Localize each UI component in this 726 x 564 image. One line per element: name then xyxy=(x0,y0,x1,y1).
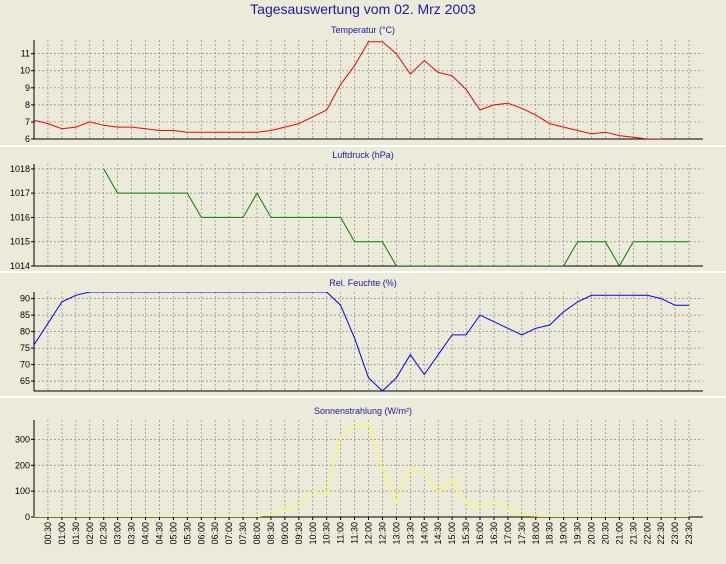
x-tick-label: 06:30 xyxy=(210,522,220,545)
x-tick-label: 20:30 xyxy=(600,522,610,545)
panel-title-radiation: Sonnenstrahlung (W/m²) xyxy=(314,406,412,416)
x-tick-label: 01:30 xyxy=(71,522,81,545)
x-tick-label: 20:00 xyxy=(587,522,597,545)
y-tick-label: 80 xyxy=(20,327,30,337)
x-tick-label: 08:30 xyxy=(266,522,276,545)
y-tick-label: 10 xyxy=(20,66,30,76)
x-tick-label: 17:00 xyxy=(503,522,513,545)
y-tick-label: 100 xyxy=(15,486,30,496)
page-title: Tagesauswertung vom 02. Mrz 2003 xyxy=(250,1,476,17)
x-tick-label: 17:30 xyxy=(517,522,527,545)
y-tick-label: 0 xyxy=(25,512,30,522)
x-tick-label: 02:00 xyxy=(85,522,95,545)
x-tick-label: 04:00 xyxy=(141,522,151,545)
x-tick-label: 09:30 xyxy=(294,522,304,545)
x-tick-label: 00:30 xyxy=(43,522,53,545)
series-line-temperature xyxy=(34,41,662,139)
y-tick-label: 1018 xyxy=(10,164,30,174)
x-tick-label: 11:00 xyxy=(336,522,346,544)
y-tick-label: 85 xyxy=(20,310,30,320)
x-tick-label: 06:00 xyxy=(196,522,206,545)
x-tick-label: 08:00 xyxy=(252,522,262,545)
x-tick-label: 16:30 xyxy=(489,522,499,545)
x-tick-label: 14:30 xyxy=(433,522,443,545)
y-tick-label: 75 xyxy=(20,343,30,353)
x-tick-label: 11:30 xyxy=(350,522,360,544)
x-tick-label: 18:30 xyxy=(545,522,555,545)
x-tick-label: 16:00 xyxy=(475,522,485,545)
x-tick-label: 12:00 xyxy=(364,522,374,545)
panel-title-humidity: Rel. Feuchte (%) xyxy=(329,278,397,288)
series-line-radiation xyxy=(34,423,690,517)
x-tick-label: 12:30 xyxy=(377,522,387,545)
x-tick-label: 07:30 xyxy=(238,522,248,545)
y-tick-label: 1017 xyxy=(10,188,30,198)
x-tick-label: 23:30 xyxy=(684,522,694,545)
y-tick-label: 7 xyxy=(25,117,30,127)
y-tick-label: 9 xyxy=(25,83,30,93)
series-line-humidity xyxy=(34,292,690,391)
y-tick-label: 300 xyxy=(15,434,30,444)
y-tick-label: 8 xyxy=(25,100,30,110)
x-tick-label: 05:00 xyxy=(168,522,178,545)
panel-title-temperature: Temperatur (°C) xyxy=(331,25,395,35)
x-tick-label: 09:00 xyxy=(280,522,290,545)
x-tick-label: 07:00 xyxy=(224,522,234,545)
x-tick-label: 02:30 xyxy=(99,522,109,545)
y-tick-label: 70 xyxy=(20,360,30,370)
y-tick-label: 1014 xyxy=(10,261,30,271)
y-tick-label: 90 xyxy=(20,294,30,304)
x-tick-label: 10:00 xyxy=(308,522,318,545)
x-tick-label: 03:30 xyxy=(127,522,137,545)
x-tick-label: 03:00 xyxy=(113,522,123,545)
y-tick-label: 65 xyxy=(20,376,30,386)
x-tick-label: 18:00 xyxy=(531,522,541,545)
panel-title-pressure: Luftdruck (hPa) xyxy=(332,150,394,160)
x-tick-label: 19:00 xyxy=(559,522,569,545)
x-tick-label: 23:00 xyxy=(670,522,680,545)
x-tick-label: 10:30 xyxy=(322,522,332,545)
x-tick-label: 01:00 xyxy=(57,522,67,545)
x-tick-label: 05:30 xyxy=(182,522,192,545)
x-tick-label: 13:00 xyxy=(391,522,401,545)
x-tick-label: 14:00 xyxy=(419,522,429,545)
x-tick-label: 21:30 xyxy=(628,522,638,545)
y-tick-label: 6 xyxy=(25,134,30,144)
x-tick-label: 22:30 xyxy=(656,522,666,545)
series-line-pressure xyxy=(103,168,690,266)
x-tick-label: 13:30 xyxy=(405,522,415,545)
x-tick-label: 15:00 xyxy=(447,522,457,545)
x-tick-label: 19:30 xyxy=(573,522,583,545)
x-tick-label: 21:00 xyxy=(614,522,624,545)
y-tick-label: 1015 xyxy=(10,237,30,247)
y-tick-label: 1016 xyxy=(10,212,30,222)
x-tick-label: 22:00 xyxy=(642,522,652,545)
y-tick-label: 11 xyxy=(21,49,30,59)
y-tick-label: 200 xyxy=(15,460,30,470)
x-tick-label: 04:30 xyxy=(154,522,164,545)
x-tick-label: 15:30 xyxy=(461,522,471,545)
